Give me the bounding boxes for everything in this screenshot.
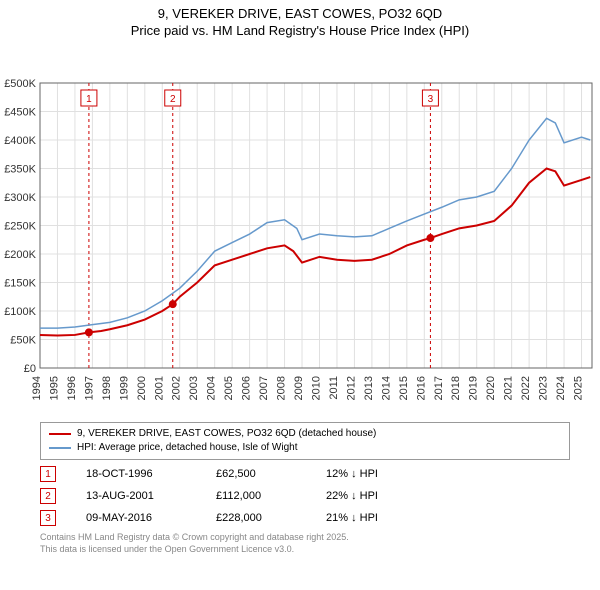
svg-text:1: 1 — [86, 94, 92, 105]
svg-text:2001: 2001 — [153, 376, 165, 400]
svg-text:3: 3 — [428, 94, 434, 105]
transaction-table: 1 18-OCT-1996 £62,500 12% ↓ HPI 2 13-AUG… — [40, 466, 600, 526]
sub-title: Price paid vs. HM Land Registry's House … — [0, 23, 600, 38]
legend-label: 9, VEREKER DRIVE, EAST COWES, PO32 6QD (… — [77, 427, 376, 441]
svg-text:2021: 2021 — [503, 376, 515, 400]
transaction-hpi-diff: 22% ↓ HPI — [326, 490, 426, 502]
footer-line: Contains HM Land Registry data © Crown c… — [40, 532, 600, 544]
svg-text:2: 2 — [170, 94, 176, 105]
svg-text:1995: 1995 — [48, 376, 60, 400]
svg-text:£450K: £450K — [4, 107, 36, 119]
svg-text:2013: 2013 — [363, 376, 375, 400]
svg-text:£200K: £200K — [4, 249, 36, 261]
svg-text:£400K: £400K — [4, 135, 36, 147]
svg-text:£300K: £300K — [4, 192, 36, 204]
svg-text:2024: 2024 — [555, 376, 567, 400]
svg-text:£50K: £50K — [10, 335, 36, 347]
title-block: 9, VEREKER DRIVE, EAST COWES, PO32 6QD P… — [0, 0, 600, 38]
footer: Contains HM Land Registry data © Crown c… — [40, 532, 600, 555]
svg-text:2016: 2016 — [415, 376, 427, 400]
svg-text:2019: 2019 — [468, 376, 480, 400]
legend-row: HPI: Average price, detached house, Isle… — [49, 441, 561, 455]
svg-text:2005: 2005 — [223, 376, 235, 400]
svg-text:£0: £0 — [24, 363, 36, 375]
transaction-hpi-diff: 21% ↓ HPI — [326, 512, 426, 524]
svg-text:2008: 2008 — [276, 376, 288, 400]
legend-swatch-hpi — [49, 447, 71, 449]
transaction-price: £228,000 — [216, 512, 296, 524]
svg-text:2025: 2025 — [573, 376, 585, 400]
legend-label: HPI: Average price, detached house, Isle… — [77, 441, 298, 455]
transaction-row: 1 18-OCT-1996 £62,500 12% ↓ HPI — [40, 466, 600, 482]
svg-text:£150K: £150K — [4, 278, 36, 290]
svg-text:2023: 2023 — [538, 376, 550, 400]
svg-text:2006: 2006 — [241, 376, 253, 400]
svg-text:1997: 1997 — [83, 376, 95, 400]
svg-text:2004: 2004 — [206, 376, 218, 400]
svg-text:2003: 2003 — [188, 376, 200, 400]
svg-text:2018: 2018 — [450, 376, 462, 400]
chart-area: £0 £50K £100K £150K £200K £250K £300K £350K £400… — [0, 38, 600, 418]
transaction-marker: 1 — [40, 466, 56, 482]
svg-text:£250K: £250K — [4, 221, 36, 233]
chart-svg: £0 £50K £100K £150K £200K £250K £300K £350K £400… — [0, 38, 600, 418]
transaction-price: £112,000 — [216, 490, 296, 502]
svg-text:2007: 2007 — [258, 376, 270, 400]
transaction-marker: 2 — [40, 488, 56, 504]
footer-line: This data is licensed under the Open Gov… — [40, 544, 600, 556]
chart-container: 9, VEREKER DRIVE, EAST COWES, PO32 6QD P… — [0, 0, 600, 590]
svg-text:2015: 2015 — [398, 376, 410, 400]
svg-text:2014: 2014 — [380, 376, 392, 400]
legend-row: 9, VEREKER DRIVE, EAST COWES, PO32 6QD (… — [49, 427, 561, 441]
transaction-date: 13-AUG-2001 — [86, 490, 186, 502]
svg-text:2022: 2022 — [520, 376, 532, 400]
svg-text:£500K: £500K — [4, 78, 36, 90]
main-title: 9, VEREKER DRIVE, EAST COWES, PO32 6QD — [0, 6, 600, 21]
svg-text:2010: 2010 — [310, 376, 322, 400]
transaction-row: 3 09-MAY-2016 £228,000 21% ↓ HPI — [40, 510, 600, 526]
transaction-marker: 3 — [40, 510, 56, 526]
svg-text:2012: 2012 — [345, 376, 357, 400]
transaction-date: 18-OCT-1996 — [86, 468, 186, 480]
transaction-row: 2 13-AUG-2001 £112,000 22% ↓ HPI — [40, 488, 600, 504]
svg-text:2009: 2009 — [293, 376, 305, 400]
svg-text:2017: 2017 — [433, 376, 445, 400]
svg-text:1994: 1994 — [31, 376, 43, 400]
legend-swatch-property — [49, 433, 71, 435]
svg-text:2000: 2000 — [136, 376, 148, 400]
transaction-date: 09-MAY-2016 — [86, 512, 186, 524]
svg-text:£100K: £100K — [4, 306, 36, 318]
svg-text:1996: 1996 — [66, 376, 78, 400]
svg-text:1999: 1999 — [118, 376, 130, 400]
svg-text:£350K: £350K — [4, 164, 36, 176]
svg-text:2011: 2011 — [328, 376, 340, 400]
transaction-hpi-diff: 12% ↓ HPI — [326, 468, 426, 480]
legend-box: 9, VEREKER DRIVE, EAST COWES, PO32 6QD (… — [40, 422, 570, 460]
svg-text:2002: 2002 — [171, 376, 183, 400]
transaction-price: £62,500 — [216, 468, 296, 480]
svg-text:1998: 1998 — [101, 376, 113, 400]
svg-text:2020: 2020 — [485, 376, 497, 400]
